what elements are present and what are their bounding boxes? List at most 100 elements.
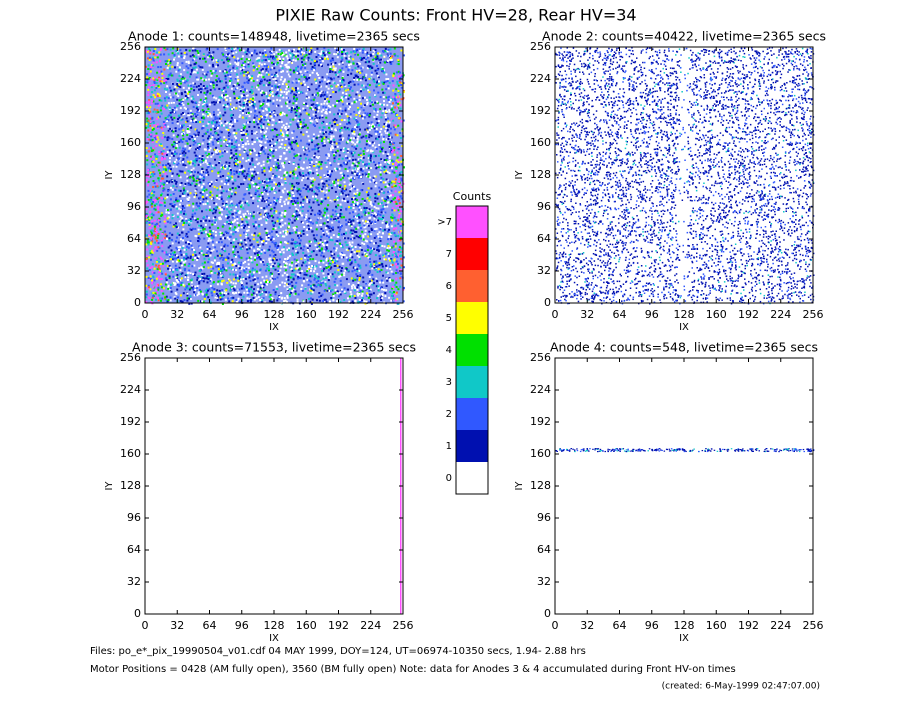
texture <box>374 69 377 72</box>
texture <box>348 177 351 180</box>
texture <box>202 300 205 303</box>
texture <box>375 262 378 264</box>
texture <box>352 162 355 165</box>
texture <box>281 224 284 227</box>
texture <box>202 280 205 283</box>
texture <box>164 222 167 225</box>
texture <box>326 244 329 247</box>
texture <box>160 212 163 215</box>
texture <box>197 255 200 258</box>
texture <box>366 101 369 104</box>
texture <box>364 147 366 150</box>
texture <box>183 207 186 209</box>
texture <box>285 174 288 177</box>
texture <box>230 281 233 284</box>
texture <box>189 298 192 300</box>
texture <box>165 278 168 281</box>
texture <box>350 137 353 140</box>
texture <box>261 59 264 62</box>
texture <box>349 122 352 125</box>
texture <box>396 151 399 154</box>
texture <box>261 52 264 55</box>
texture <box>388 95 391 98</box>
texture <box>285 134 288 136</box>
texture <box>273 67 276 70</box>
texture <box>291 252 294 255</box>
texture <box>297 90 300 93</box>
texture <box>189 163 192 166</box>
texture <box>295 91 298 93</box>
texture <box>349 290 352 293</box>
texture <box>264 189 267 192</box>
texture <box>160 278 163 280</box>
texture <box>188 269 191 272</box>
texture <box>255 297 258 300</box>
texture <box>304 148 307 151</box>
texture <box>368 143 371 146</box>
texture <box>294 116 297 119</box>
texture <box>236 119 239 122</box>
texture <box>169 89 172 92</box>
texture <box>337 226 340 229</box>
texture <box>220 294 223 296</box>
texture <box>342 78 345 81</box>
texture <box>160 151 162 154</box>
texture <box>377 286 380 289</box>
texture <box>389 136 392 139</box>
texture <box>298 237 300 240</box>
texture <box>166 220 169 223</box>
texture <box>353 83 356 86</box>
texture <box>339 300 342 303</box>
texture <box>145 257 148 260</box>
texture <box>331 70 334 73</box>
texture <box>155 78 157 81</box>
texture <box>359 88 362 91</box>
texture <box>358 123 361 126</box>
texture <box>262 55 265 58</box>
texture <box>272 255 275 258</box>
texture <box>166 85 169 88</box>
texture <box>395 272 398 274</box>
texture <box>224 48 227 51</box>
texture <box>318 212 321 215</box>
texture <box>154 199 157 201</box>
texture <box>181 217 184 220</box>
texture <box>208 216 210 219</box>
texture <box>385 264 388 267</box>
texture <box>194 251 197 254</box>
texture <box>158 76 161 79</box>
texture <box>256 137 259 140</box>
texture <box>183 154 186 157</box>
texture <box>253 212 256 215</box>
texture <box>234 191 237 194</box>
texture <box>343 187 346 190</box>
texture <box>245 113 248 116</box>
texture <box>233 238 236 241</box>
texture <box>373 125 376 128</box>
texture <box>347 151 350 154</box>
texture <box>266 79 269 82</box>
texture <box>369 288 372 291</box>
texture <box>295 259 298 262</box>
texture <box>333 160 336 163</box>
texture <box>188 49 191 52</box>
texture <box>242 143 245 146</box>
texture <box>207 115 210 118</box>
texture <box>214 211 217 214</box>
texture <box>286 66 289 69</box>
texture <box>327 279 330 281</box>
texture <box>148 49 151 52</box>
texture <box>267 123 270 126</box>
texture <box>312 123 315 126</box>
texture <box>220 213 223 216</box>
texture <box>386 59 389 62</box>
texture <box>185 235 187 237</box>
texture <box>262 181 264 184</box>
texture <box>276 288 279 290</box>
texture <box>150 258 152 261</box>
texture <box>256 138 259 141</box>
texture <box>302 198 305 201</box>
texture <box>287 61 290 64</box>
texture <box>366 224 369 227</box>
texture <box>229 126 232 129</box>
